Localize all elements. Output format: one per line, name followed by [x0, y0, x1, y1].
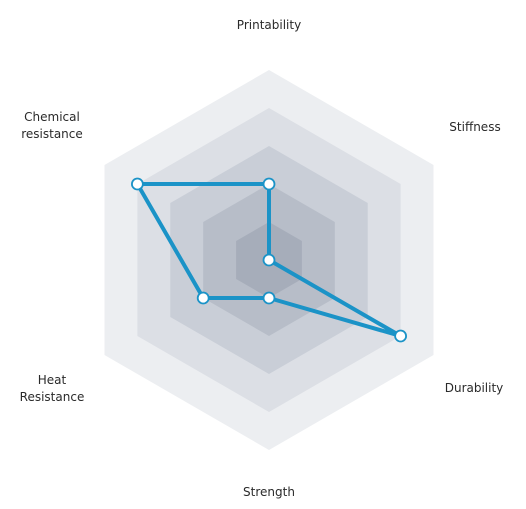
axis-label-line: Strength: [243, 485, 295, 499]
axis-label-line: Heat: [38, 373, 67, 387]
axis-label-line: Stiffness: [449, 120, 500, 134]
data-point-stiffness: [262, 253, 276, 267]
axis-label-heat_resistance: Heat Resistance: [20, 373, 85, 404]
axis-label-strength: Strength: [243, 485, 295, 499]
axis-label-durability: Durability: [445, 381, 504, 395]
data-point-heat_resistance: [196, 291, 210, 305]
axis-label-line: Resistance: [20, 390, 85, 404]
axis-label-line: Durability: [445, 381, 504, 395]
axis-label-line: Printability: [237, 18, 301, 32]
axis-labels: Printability Stiffness Durability Strength H…: [20, 18, 504, 499]
axis-label-stiffness: Stiffness: [449, 120, 500, 134]
data-point-chemical_resistance: [130, 177, 144, 191]
axis-label-chemical_resistance: Chemical resistance: [21, 110, 83, 141]
axis-label-line: resistance: [21, 127, 83, 141]
data-point-strength: [262, 291, 276, 305]
data-point-durability: [394, 329, 408, 343]
axis-label-printability: Printability: [237, 18, 301, 32]
axis-label-line: Chemical: [24, 110, 80, 124]
radar-series: [130, 177, 408, 343]
data-point-printability: [262, 177, 276, 191]
